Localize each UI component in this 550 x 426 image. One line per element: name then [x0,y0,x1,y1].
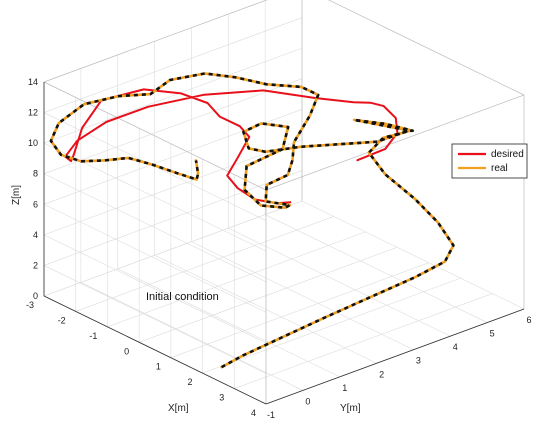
x-tick-label: 1 [156,362,161,372]
box-edge [327,0,525,96]
grid-line [43,17,303,113]
initial-condition-annotation: Initial condition [146,291,219,303]
axes-grid [43,0,525,405]
z-tick-label: 0 [33,291,38,301]
grid-line [265,214,488,323]
x-tick-label: -2 [58,315,66,325]
x-tick-label: 2 [188,377,193,387]
grid-line [43,47,303,144]
grid-line [43,265,267,374]
series-line-desired [64,88,399,205]
y-tick-label: -1 [267,410,275,420]
grid-line [234,293,493,389]
z-tick-label: 14 [28,77,38,87]
z-tick-label: 4 [33,230,38,240]
axis-line [43,295,267,405]
y-tick-label: 0 [305,396,310,406]
z-tick-label: 10 [28,138,38,148]
series-line-real [49,72,455,369]
grid-line [139,247,398,343]
grid-line [43,78,303,174]
grid-line [43,0,268,83]
x-tick-label: 0 [124,346,129,356]
x-tick-label: 3 [219,393,224,403]
legend-box [451,143,528,179]
grid-line [43,204,267,313]
x-tick-label: -1 [89,331,97,341]
x-tick-label: 4 [251,408,256,418]
grid-line [191,241,414,350]
grid-line [202,277,461,374]
z-axis-label: Z[m] [11,185,22,205]
y-tick-label: 3 [416,356,421,366]
legend: desired real [451,143,528,179]
grid-line [43,139,303,236]
grid-line [107,231,366,328]
axis-line [265,308,525,405]
legend-label-real: real [491,163,508,174]
y-tick-label: 5 [490,329,495,339]
grid-line [301,200,525,310]
series-lines [49,72,455,369]
z-tick-label: 2 [33,260,38,270]
grid-line [43,234,267,344]
z-tick-label: 8 [33,169,38,179]
grid-line [75,216,334,312]
y-tick-label: 2 [379,369,384,379]
x-axis-label: X[m] [168,403,189,414]
grid-line [228,227,451,337]
z-tick-label: 6 [33,199,38,209]
grid-line [43,200,303,297]
z-tick-label: 12 [28,108,38,118]
box-edge [43,81,267,191]
grid-line [154,255,377,364]
grid-line [117,268,340,378]
series-line-real-dash [49,72,455,369]
legend-label-desired: desired [491,149,524,160]
y-tick-label: 6 [526,315,531,325]
series-line-real-base [49,72,455,369]
y-axis-label: Y[m] [340,403,361,414]
grid-line [170,262,429,358]
grid-line [43,170,303,266]
y-tick-label: 4 [453,342,458,352]
y-tick-label: 1 [342,383,347,393]
grid-line [43,173,267,282]
box-edge [265,94,525,191]
x-tick-label: -3 [26,300,34,310]
box-edge [43,0,268,83]
